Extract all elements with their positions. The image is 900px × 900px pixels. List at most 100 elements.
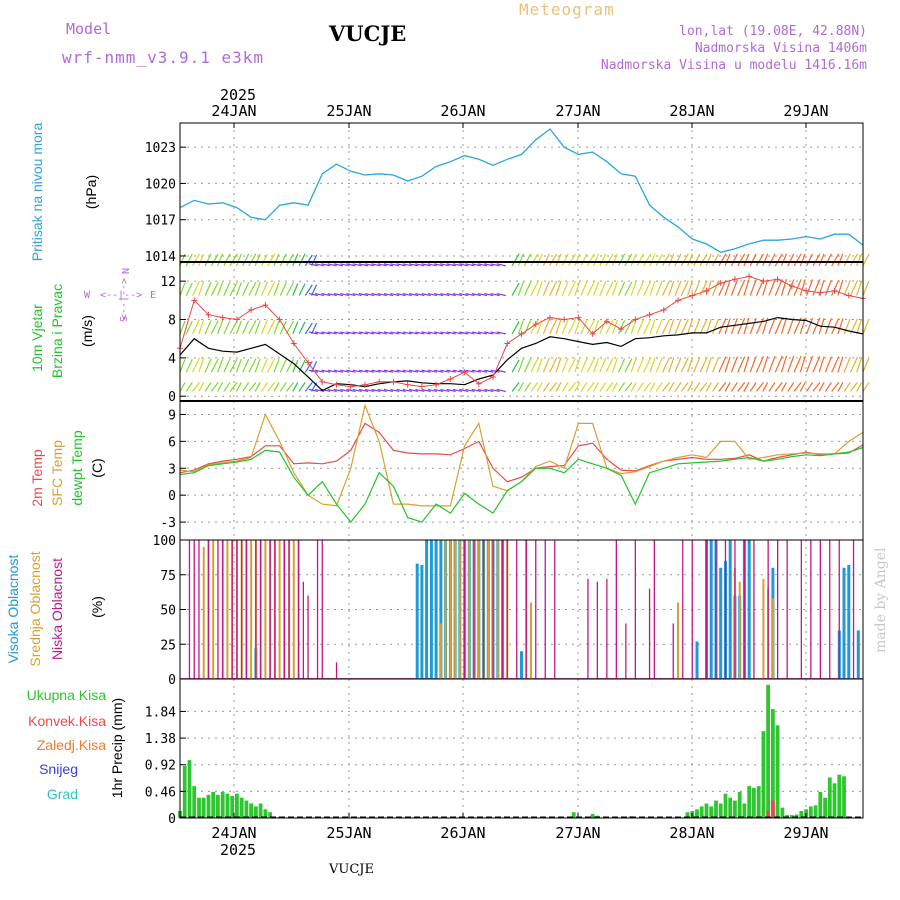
wind-barb bbox=[630, 382, 637, 392]
wind-barb bbox=[712, 253, 720, 267]
low-cloud-bar bbox=[554, 540, 556, 679]
low-cloud-bar bbox=[316, 540, 319, 679]
wind-barb bbox=[421, 263, 431, 267]
low-cloud-bar bbox=[241, 540, 243, 679]
wind-barb bbox=[668, 253, 675, 267]
low-cloud-bar bbox=[544, 540, 546, 679]
wind-barb bbox=[440, 388, 450, 392]
wind-barb bbox=[352, 388, 362, 392]
gust-marker bbox=[675, 297, 682, 304]
gust-marker bbox=[660, 306, 667, 313]
date-label-top: 26JAN bbox=[440, 102, 485, 120]
wind-barb bbox=[496, 369, 506, 373]
y-tick-label: 0 bbox=[168, 812, 176, 827]
wind-barb bbox=[862, 318, 870, 335]
wind-barb bbox=[490, 293, 500, 297]
wind-barb bbox=[542, 280, 550, 296]
panel-frame bbox=[179, 678, 864, 819]
wind-barb bbox=[718, 382, 727, 392]
wind-barb bbox=[408, 331, 419, 335]
low-cloud-bar bbox=[260, 540, 262, 679]
wind-barb bbox=[787, 317, 795, 335]
y-tick-label: 4 bbox=[168, 352, 176, 367]
low-cloud-bar bbox=[236, 540, 238, 679]
wind-barb bbox=[333, 263, 344, 267]
date-label-bottom: 25JAN bbox=[326, 824, 371, 842]
wind-barb bbox=[260, 253, 269, 267]
wind-barb bbox=[452, 263, 463, 267]
wind-barb bbox=[217, 320, 224, 335]
convective-precip-bar bbox=[771, 800, 775, 818]
wind-barb bbox=[327, 293, 337, 297]
wind-barb bbox=[321, 331, 331, 335]
wind-barb bbox=[849, 253, 859, 267]
gust-marker bbox=[347, 383, 354, 390]
low-cloud-bar bbox=[734, 540, 736, 679]
wind-barb bbox=[705, 318, 712, 335]
wind-barb bbox=[490, 388, 500, 392]
wind-barb bbox=[185, 382, 193, 392]
wind-barb bbox=[333, 369, 344, 373]
wind-barb bbox=[774, 317, 783, 335]
wind-barb bbox=[743, 317, 750, 335]
low-cloud-bar bbox=[535, 540, 537, 679]
y-tick-label: 100 bbox=[153, 534, 176, 549]
wind-barb bbox=[308, 263, 319, 267]
wind-barb bbox=[517, 382, 524, 392]
wind-barb bbox=[524, 382, 532, 392]
wind-barb bbox=[446, 263, 456, 267]
wind-barb bbox=[340, 293, 350, 297]
wind-barb bbox=[248, 382, 257, 392]
wind-barb bbox=[605, 281, 614, 296]
wind-barb bbox=[185, 320, 193, 335]
date-label-top: 25JAN bbox=[326, 102, 371, 120]
wind-barb bbox=[749, 253, 757, 267]
wind-barb bbox=[837, 253, 844, 267]
wind-barb bbox=[799, 382, 806, 392]
wind-barb bbox=[471, 263, 481, 267]
wind-barb bbox=[327, 369, 337, 373]
wind-barb bbox=[204, 320, 212, 335]
high-cloud-bar bbox=[747, 540, 751, 679]
wind-barb bbox=[780, 382, 788, 392]
wind-barb bbox=[204, 253, 212, 267]
sfc-temp-label: SFC Temp bbox=[49, 440, 65, 506]
wind-barb bbox=[446, 293, 456, 297]
wind-barb bbox=[636, 280, 644, 296]
wind-barb bbox=[856, 253, 863, 267]
gust-marker bbox=[219, 314, 226, 321]
wind-barb bbox=[561, 280, 569, 296]
low-cloud-bar bbox=[516, 540, 518, 679]
low-cloud-bar bbox=[705, 540, 708, 679]
precip-unit: 1hr Precip (mm) bbox=[109, 698, 125, 798]
wind-barb bbox=[396, 263, 406, 267]
total-precip-bar bbox=[254, 806, 258, 818]
total-precip-bar bbox=[182, 765, 187, 818]
total-precip-bar bbox=[263, 809, 268, 818]
wind-barb bbox=[718, 356, 727, 373]
gust-marker bbox=[831, 287, 838, 294]
low-cloud-bar bbox=[819, 540, 821, 679]
wind-barb bbox=[662, 382, 670, 392]
gust-marker bbox=[532, 321, 539, 328]
high-cloud-bar bbox=[709, 540, 713, 679]
pressure-unit: (hPa) bbox=[83, 175, 99, 209]
wind-barb bbox=[580, 281, 588, 296]
y-tick-label: 12 bbox=[160, 275, 176, 290]
compass-we-arrow: <--|--> bbox=[100, 290, 142, 301]
wind-barb bbox=[687, 318, 694, 335]
wind-barb bbox=[254, 358, 261, 373]
wind-barb bbox=[471, 369, 481, 373]
wind-barb bbox=[586, 319, 595, 335]
wind-barb bbox=[824, 356, 832, 373]
wind-barb bbox=[812, 355, 821, 373]
wind-barb bbox=[837, 356, 844, 373]
wind-barb bbox=[440, 263, 450, 267]
mid-cloud-bar bbox=[530, 602, 532, 679]
y-tick-label: 8 bbox=[168, 314, 176, 329]
wind-barb bbox=[755, 253, 765, 267]
wind-barb bbox=[780, 253, 788, 267]
wind-barb bbox=[365, 263, 375, 267]
wind-barb bbox=[260, 358, 269, 373]
